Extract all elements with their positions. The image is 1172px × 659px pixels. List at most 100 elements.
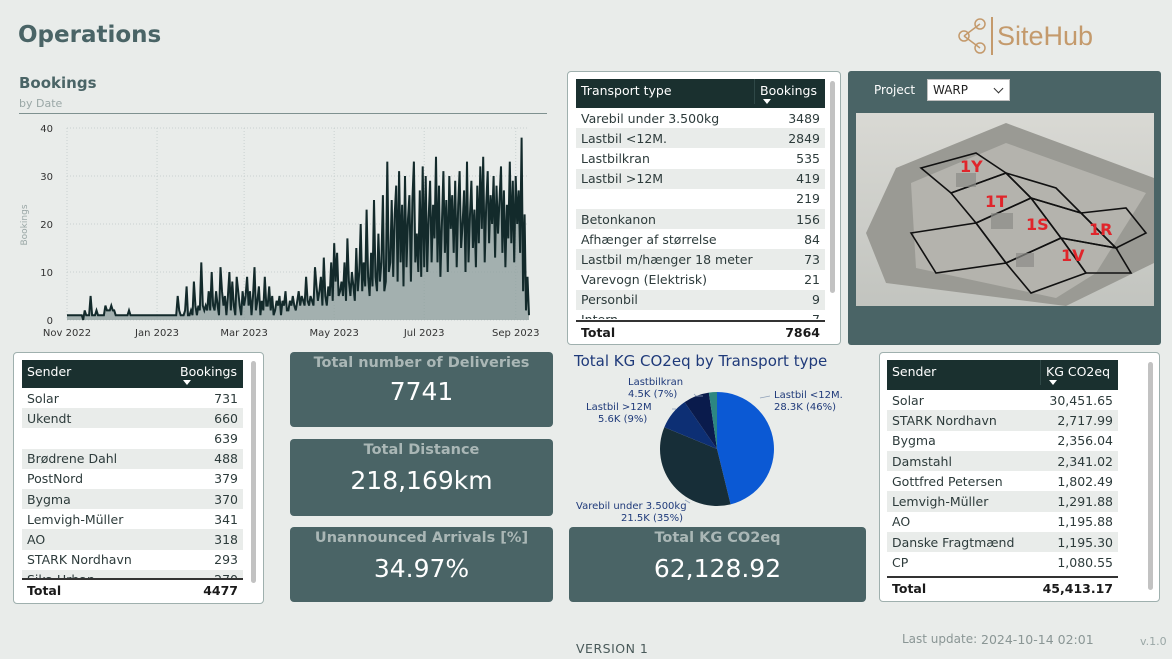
table-row[interactable]: Lemvigh-Müller 341 xyxy=(22,509,243,529)
kg-co2eq-column-header[interactable]: KG CO2eq xyxy=(1040,360,1118,385)
version-number: v.1.0 xyxy=(1140,635,1167,648)
co2-pie-chart[interactable]: Lastbilkran 4.5K (7%) Lastbil >12M 5.6K … xyxy=(569,372,869,524)
sender-column-header[interactable]: Sender xyxy=(27,364,72,379)
sender-bookings-column-header[interactable]: Bookings xyxy=(175,360,243,385)
unannounced-arrivals-value: 34.97% xyxy=(373,554,470,583)
table-row[interactable]: CP 1,080.55 xyxy=(887,552,1118,572)
zone-label: 1V xyxy=(1061,246,1085,265)
table-row[interactable]: Lastbil <12M. 2849 xyxy=(576,128,825,149)
x-tick-label: Jul 2023 xyxy=(403,328,445,339)
unannounced-arrivals-label: Unannounced Arrivals [%] xyxy=(314,530,529,546)
pie-slice[interactable] xyxy=(664,402,717,449)
table-cell-label: Varebil under 3.500kg xyxy=(581,110,720,126)
project-selected-value: WARP xyxy=(933,83,968,97)
total-distance-value: 218,169km xyxy=(350,466,493,495)
site-map-image[interactable]: 1Y 1T 1S 1R 1V xyxy=(856,113,1154,306)
table-row[interactable]: Personbil 9 xyxy=(576,289,825,310)
transport-total-value: 7864 xyxy=(785,324,820,340)
sender-bookings-column-label: Bookings xyxy=(180,364,237,379)
transport-type-column-header[interactable]: Transport type xyxy=(581,83,672,98)
transport-table-scrollbar[interactable] xyxy=(830,81,835,293)
table-row[interactable]: Varebil under 3.500kg 3489 xyxy=(576,108,825,128)
table-row[interactable]: Solar 30,451.65 xyxy=(887,390,1118,410)
table-row[interactable]: Bygma 370 xyxy=(22,488,243,510)
table-cell-label: Betonkanon xyxy=(581,211,656,227)
co2-table-scrollbar[interactable] xyxy=(1148,362,1153,590)
sender-table-total-row: Total 4477 xyxy=(22,578,243,600)
co2-table-body[interactable]: Solar 30,451.65 STARK Nordhavn 2,717.99 Bygm… xyxy=(887,390,1118,576)
kg-co2eq-column-label: KG CO2eq xyxy=(1046,364,1111,379)
table-cell-label: Solar xyxy=(27,390,59,406)
table-cell-value: 270 xyxy=(214,572,243,578)
y-tick-label: 0 xyxy=(47,316,53,327)
table-cell-value: 1,195.88 xyxy=(1057,514,1113,530)
table-cell-value: 30,451.65 xyxy=(1049,392,1113,408)
sender-table-scrollbar[interactable] xyxy=(251,361,256,583)
table-row[interactable]: Sika Urban270 xyxy=(22,569,243,578)
sort-descending-icon xyxy=(763,99,771,104)
co2-table-total-row: Total 45,413.17 xyxy=(887,576,1118,599)
co2-table-header: Sender KG CO2eq xyxy=(887,360,1118,390)
table-cell-value: 419 xyxy=(796,171,820,187)
table-row[interactable]: Afhænger af størrelse 84 xyxy=(576,229,825,249)
table-row[interactable]: AO 1,195.88 xyxy=(887,512,1118,532)
table-cell-value: 1,802.49 xyxy=(1057,473,1113,489)
table-cell-value: 2849 xyxy=(788,130,820,146)
co2-total-label: Total xyxy=(892,581,927,596)
logo-text: SiteHub xyxy=(997,20,1094,51)
table-cell-label: CP xyxy=(892,555,909,571)
last-update-label: Last update: xyxy=(902,632,978,646)
table-row[interactable]: AO 318 xyxy=(22,529,243,550)
sender-table-body[interactable]: Solar 731 Ukendt 660 639 Brødrene Dahl 488 Post… xyxy=(22,388,243,578)
table-cell-value: 156 xyxy=(796,211,820,227)
table-cell-label: Lastbil <12M. xyxy=(581,130,668,146)
sender-table-header: Sender Bookings xyxy=(22,360,243,388)
pie-slice[interactable] xyxy=(659,427,731,506)
table-row[interactable]: Danske Fragtmænd 1,195.30 xyxy=(887,532,1118,553)
table-row[interactable]: STARK Nordhavn 293 xyxy=(22,550,243,570)
table-row[interactable]: Lastbil >12M 419 xyxy=(576,168,825,189)
pie-slice[interactable] xyxy=(684,392,717,449)
total-deliveries-label: Total number of Deliveries xyxy=(313,355,530,371)
project-dropdown[interactable]: WARP xyxy=(927,79,1010,101)
total-co2-label: Total KG CO2eq xyxy=(654,530,781,546)
table-row[interactable]: Bygma 2,356.04 xyxy=(887,431,1118,451)
table-row[interactable]: 639 xyxy=(22,428,243,448)
table-row[interactable]: STARK Nordhavn 2,717.99 xyxy=(887,410,1118,431)
table-row[interactable]: Solar 731 xyxy=(22,388,243,408)
table-row[interactable]: 219 xyxy=(576,189,825,209)
table-row[interactable]: Brødrene Dahl 488 xyxy=(22,448,243,469)
table-row[interactable]: Betonkanon 156 xyxy=(576,208,825,230)
table-cell-label: Ukendt xyxy=(27,410,72,426)
table-row[interactable]: Lastbil m/hænger 18 meter 73 xyxy=(576,249,825,270)
co2-sender-column-header[interactable]: Sender xyxy=(892,364,937,379)
table-row[interactable]: Lastbilkran 535 xyxy=(576,148,825,168)
y-tick-label: 20 xyxy=(40,220,53,231)
pie-slice[interactable] xyxy=(717,392,774,505)
sender-bookings-table: Sender Bookings Solar 731 Ukendt 660 639 Brød… xyxy=(13,352,264,604)
table-cell-label: Solar xyxy=(892,392,924,408)
table-cell-label: Danske Fragtmænd xyxy=(892,534,1015,550)
table-cell-value: 318 xyxy=(214,531,238,547)
bookings-chart[interactable]: 0 10 20 30 40 Nov 2022 Jan 2023 Mar 2023 May 202… xyxy=(14,118,549,340)
table-cell-value: 1,080.55 xyxy=(1057,555,1113,571)
table-row[interactable]: Gottfred Petersen 1,802.49 xyxy=(887,471,1118,491)
co2-total-value: 45,413.17 xyxy=(1042,581,1113,596)
table-row[interactable]: Varevogn (Elektrisk) 21 xyxy=(576,270,825,290)
table-cell-label: AO xyxy=(27,531,46,547)
bookings-column-header[interactable]: Bookings xyxy=(754,79,825,104)
table-row[interactable]: Ukendt 660 xyxy=(22,408,243,429)
sender-total-value: 4477 xyxy=(203,582,238,598)
table-row[interactable]: Damstahl 2,341.02 xyxy=(887,450,1118,472)
table-row[interactable]: PostNord 379 xyxy=(22,469,243,489)
x-tick-label: Jan 2023 xyxy=(134,328,179,339)
table-cell-value: 639 xyxy=(214,430,238,446)
pie-slice[interactable] xyxy=(708,392,717,449)
table-cell-label: Afhænger af størrelse xyxy=(581,231,717,247)
y-axis-label: Bookings xyxy=(20,204,30,245)
table-row[interactable]: Intern7 xyxy=(576,310,825,319)
table-row[interactable]: Lemvigh-Müller 1,291.88 xyxy=(887,491,1118,512)
transport-table-body[interactable]: Varebil under 3.500kg 3489 Lastbil <12M. 28… xyxy=(576,108,825,319)
total-deliveries-card: Total number of Deliveries 7741 xyxy=(290,352,553,427)
version-label: VERSION 1 xyxy=(576,641,649,656)
